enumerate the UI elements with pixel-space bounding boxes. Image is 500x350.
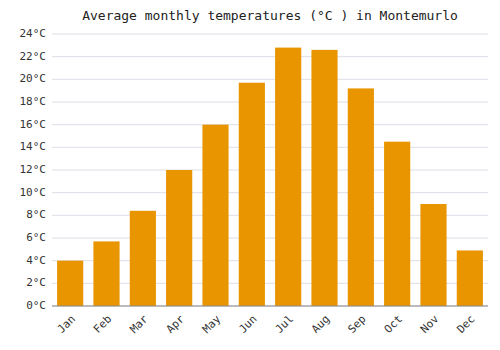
- grid-line: [52, 56, 488, 57]
- x-tick-label: Apr: [164, 312, 188, 336]
- y-tick-label: 10°C: [20, 186, 47, 199]
- y-tick-label: 4°C: [26, 254, 46, 267]
- grid-line: [52, 147, 488, 148]
- bar: [311, 50, 337, 306]
- x-tick-label: Jan: [55, 313, 78, 336]
- bars: [57, 48, 483, 306]
- grid-line: [52, 34, 488, 35]
- chart-svg: 0°C 2°C 4°C 6°C 8°C 10°C 12°C 14°C 16°C 18°C 20°C 2…: [0, 0, 500, 350]
- y-tick-label: 14°C: [20, 140, 47, 153]
- x-tick-label: Oct: [382, 313, 405, 336]
- chart-container: 0°C 2°C 4°C 6°C 8°C 10°C 12°C 14°C 16°C 18°C 20°C 2…: [0, 0, 500, 350]
- x-tick-label: Aug: [309, 313, 332, 336]
- chart-title: Average monthly temperatures (°C ) in Mo…: [82, 8, 458, 23]
- grid-line: [52, 170, 488, 171]
- grid-line: [52, 192, 488, 193]
- bar: [130, 211, 156, 306]
- bar: [457, 250, 483, 306]
- x-axis-line: [52, 306, 488, 307]
- y-tick-label: 18°C: [20, 95, 47, 108]
- x-tick-label: Nov: [418, 312, 442, 336]
- y-tick-label: 8°C: [26, 208, 46, 221]
- bar: [202, 125, 228, 306]
- y-tick-label: 20°C: [20, 72, 47, 85]
- bar: [93, 241, 119, 306]
- bar: [57, 261, 83, 306]
- bar: [166, 170, 192, 306]
- y-tick-label: 6°C: [26, 231, 46, 244]
- y-grid: [52, 34, 488, 306]
- y-tick-label: 22°C: [20, 50, 47, 63]
- x-tick-label: Jul: [273, 313, 296, 336]
- y-tick-label: 24°C: [20, 27, 47, 40]
- grid-line: [52, 124, 488, 125]
- bar: [348, 88, 374, 306]
- grid-line: [52, 306, 488, 307]
- y-tick-label: 2°C: [26, 276, 46, 289]
- y-axis: 0°C 2°C 4°C 6°C 8°C 10°C 12°C 14°C 16°C 18°C 20°C 2…: [20, 27, 47, 312]
- y-tick-label: 12°C: [20, 163, 47, 176]
- bar: [239, 83, 265, 306]
- x-tick-label: Mar: [127, 312, 151, 336]
- x-tick-label: Feb: [91, 313, 114, 336]
- x-tick-label: Sep: [345, 313, 368, 336]
- y-tick-label: 0°C: [26, 299, 46, 312]
- page: {"chart_data": {"type": "bar", "title": …: [0, 0, 500, 350]
- x-axis: Jan Feb Mar Apr May Jun Jul Aug Sep Oct Nov Dec: [52, 306, 488, 336]
- grid-line: [52, 102, 488, 103]
- x-tick-label: Jun: [236, 313, 259, 336]
- x-tick-label: May: [200, 312, 224, 336]
- x-tick-label: Dec: [454, 313, 477, 336]
- bar: [275, 48, 301, 306]
- bar: [384, 142, 410, 306]
- y-tick-label: 16°C: [20, 118, 47, 131]
- grid-line: [52, 79, 488, 80]
- bar: [420, 204, 446, 306]
